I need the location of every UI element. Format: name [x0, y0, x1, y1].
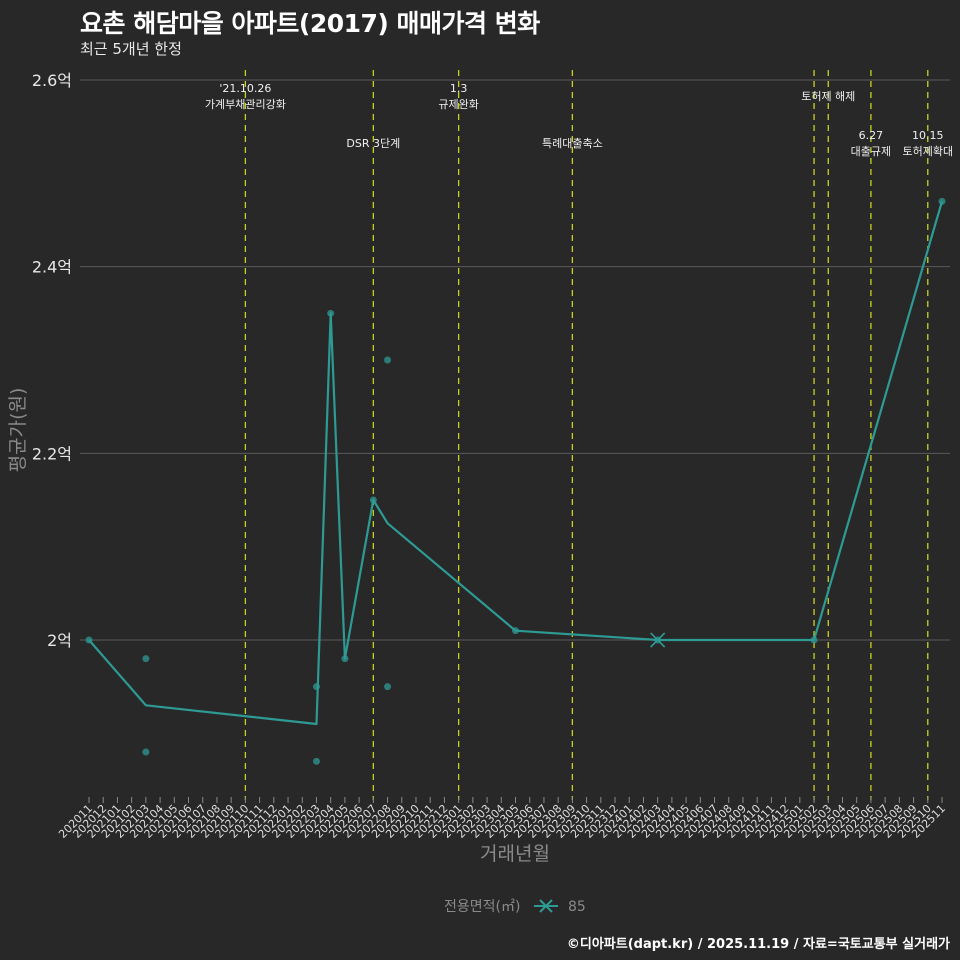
data-point — [142, 748, 150, 756]
event-label: 토허제확대 — [902, 145, 953, 158]
event-label: 6.27 — [859, 129, 884, 142]
legend: 전용면적(㎡) 85 — [444, 899, 586, 915]
y-axis-title: 평균가(원) — [7, 388, 29, 473]
grid-lines — [80, 79, 950, 641]
chart-title: 요촌 해담마을 아파트(2017) 매매가격 변화 — [80, 9, 540, 38]
y-axis: 2억 2.2억 2.4억 2.6억 — [32, 71, 72, 650]
event-label: 토허제 해제 — [801, 89, 855, 103]
data-point — [312, 757, 320, 765]
source-caption: ©디아파트(dapt.kr) / 2025.11.19 / 자료=국토교통부 실… — [566, 937, 950, 952]
legend-title: 전용면적(㎡) — [444, 899, 520, 915]
x-axis: 2020112020122021012021022021032021042021… — [56, 797, 948, 841]
event-label: 1.3 — [450, 82, 468, 95]
x-axis-title: 거래년월 — [480, 843, 550, 865]
y-tick-label: 2.2억 — [32, 444, 72, 463]
event-label: 특례대출축소 — [542, 137, 603, 150]
legend-label-85: 85 — [568, 899, 586, 915]
data-point — [384, 356, 392, 364]
event-label: 10.15 — [912, 129, 944, 142]
event-lines — [244, 70, 929, 800]
price-line — [88, 200, 944, 726]
data-point — [384, 683, 392, 691]
y-tick-label: 2억 — [47, 631, 72, 650]
event-label: 가계부채관리강화 — [205, 98, 286, 111]
data-point — [142, 655, 150, 663]
event-label: '21.10.26 — [219, 82, 271, 95]
x-marker-icon — [650, 632, 666, 648]
legend-key-85[interactable] — [534, 899, 558, 913]
chart-subtitle: 최근 5개년 한정 — [80, 40, 182, 58]
y-tick-label: 2.6억 — [32, 71, 72, 90]
series-85 — [85, 197, 946, 765]
event-label: 대출규제 — [851, 145, 891, 158]
y-tick-label: 2.4억 — [32, 258, 72, 277]
event-label: DSR 3단계 — [346, 137, 400, 150]
event-label: 규제완화 — [438, 98, 478, 111]
